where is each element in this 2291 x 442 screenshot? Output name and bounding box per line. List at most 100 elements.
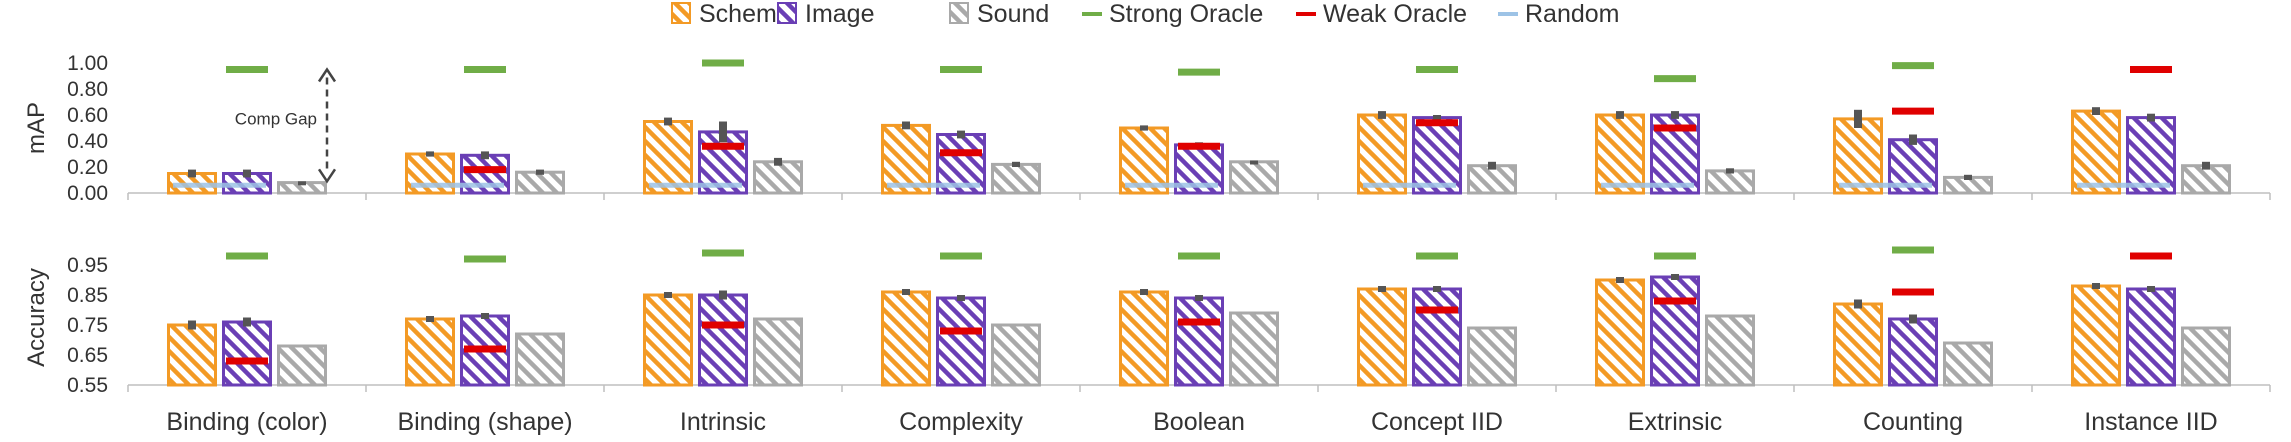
error-bar bbox=[1671, 111, 1679, 119]
x-category-label: Binding (color) bbox=[166, 408, 327, 436]
error-bar bbox=[1140, 289, 1148, 295]
bar-image bbox=[1888, 317, 1938, 387]
y-tick-label: 0.95 bbox=[67, 254, 108, 277]
error-bar bbox=[902, 289, 910, 295]
bar-image bbox=[222, 320, 272, 387]
error-bar bbox=[1854, 299, 1862, 309]
category-group bbox=[643, 249, 803, 387]
error-bar bbox=[243, 169, 251, 178]
bar-image bbox=[1650, 275, 1700, 387]
x-category-label: Complexity bbox=[899, 408, 1023, 436]
error-bar bbox=[536, 169, 544, 175]
legend-item: Weak Oracle bbox=[1296, 0, 1467, 28]
bar-image bbox=[2126, 116, 2176, 195]
comp-gap-arrow-head bbox=[317, 67, 337, 83]
legend-swatch bbox=[671, 2, 691, 24]
error-bar bbox=[664, 292, 672, 298]
bar-schema bbox=[1833, 117, 1883, 195]
y-tick-label: 1.00 bbox=[67, 52, 108, 75]
bar-schema bbox=[881, 290, 931, 387]
legend: Schema Image Sound Strong Oracle Weak Oracle… bbox=[671, 0, 1620, 28]
y-tick-label: 0.40 bbox=[67, 130, 108, 153]
bar-sound bbox=[1705, 169, 1755, 195]
category-group bbox=[1833, 246, 1993, 387]
error-bar bbox=[1378, 111, 1386, 119]
x-category-label: Counting bbox=[1863, 408, 1963, 436]
error-bar bbox=[1616, 277, 1624, 283]
legend-label: Sound bbox=[977, 0, 1049, 28]
error-bar bbox=[1964, 174, 1972, 180]
bar-image bbox=[1174, 296, 1224, 387]
x-category-label: Concept IID bbox=[1371, 408, 1503, 436]
legend-label: Weak Oracle bbox=[1323, 0, 1467, 28]
panels: mAP 0.00 0.20 0.40 0.60 0.80 1.00 Comp Gap Accur… bbox=[23, 52, 2271, 397]
bar-sound bbox=[1467, 164, 1517, 195]
y-tick-label: 0.80 bbox=[67, 78, 108, 101]
error-bar bbox=[1854, 109, 1862, 128]
error-bar bbox=[1195, 295, 1203, 301]
bar-sound bbox=[753, 317, 803, 387]
error-bar bbox=[481, 313, 489, 319]
error-bar bbox=[426, 316, 434, 322]
y-axis-label: mAP bbox=[23, 102, 50, 154]
error-bar bbox=[1726, 168, 1734, 174]
bar-image bbox=[2126, 287, 2176, 387]
bar-sound bbox=[1229, 160, 1279, 195]
category-group bbox=[1119, 252, 1279, 387]
bar-schema bbox=[1357, 287, 1407, 387]
bar-schema bbox=[405, 317, 455, 387]
error-bar bbox=[957, 295, 965, 301]
error-bar bbox=[1250, 160, 1258, 165]
error-bar bbox=[1909, 134, 1917, 145]
legend-item: Strong Oracle bbox=[1082, 0, 1263, 28]
bar-schema bbox=[1833, 302, 1883, 387]
error-bar bbox=[774, 157, 782, 166]
error-bar bbox=[902, 121, 910, 130]
error-bar bbox=[2092, 283, 2100, 289]
legend-label: Image bbox=[805, 0, 874, 28]
category-group bbox=[643, 59, 803, 195]
bar-sound bbox=[2181, 164, 2231, 195]
legend-item: Schema bbox=[671, 0, 791, 28]
bar-image bbox=[698, 293, 748, 387]
error-bar bbox=[719, 121, 727, 143]
bar-sound bbox=[1467, 326, 1517, 387]
bar-image bbox=[936, 296, 986, 387]
bar-schema bbox=[167, 323, 217, 387]
bar-sound bbox=[515, 170, 565, 195]
y-axis-label: Accuracy bbox=[23, 268, 50, 367]
bar-sound bbox=[1705, 314, 1755, 387]
legend-item: Random bbox=[1498, 0, 1620, 28]
category-group bbox=[167, 66, 327, 195]
bar-sound bbox=[991, 162, 1041, 195]
x-category-label: Instance IID bbox=[2084, 408, 2217, 436]
error-bar bbox=[1012, 161, 1020, 167]
error-bar bbox=[1140, 125, 1148, 131]
bar-sound bbox=[991, 323, 1041, 387]
y-tick-label: 0.60 bbox=[67, 104, 108, 127]
category-group bbox=[2071, 66, 2231, 195]
error-bar bbox=[188, 169, 196, 178]
bar-schema bbox=[1595, 278, 1645, 387]
bar-image bbox=[1412, 116, 1462, 195]
bar-schema bbox=[1595, 113, 1645, 195]
legend-swatch bbox=[777, 2, 797, 24]
bar-image bbox=[1412, 287, 1462, 387]
error-bar bbox=[719, 290, 727, 300]
comp-gap-annotation: Comp Gap bbox=[235, 67, 337, 184]
bar-schema bbox=[2071, 284, 2121, 387]
error-bar bbox=[243, 317, 251, 327]
category-group bbox=[1833, 62, 1993, 195]
legend-label: Schema bbox=[699, 0, 791, 28]
legend-swatch bbox=[949, 2, 969, 24]
bar-schema bbox=[643, 293, 693, 387]
error-bar bbox=[2092, 107, 2100, 115]
bar-sound bbox=[515, 332, 565, 387]
category-group bbox=[1119, 68, 1279, 195]
error-bar bbox=[1671, 274, 1679, 280]
comp-gap-label: Comp Gap bbox=[235, 109, 317, 128]
panel-map: mAP 0.00 0.20 0.40 0.60 0.80 1.00 Comp Gap bbox=[23, 52, 2271, 205]
error-bar bbox=[1488, 161, 1496, 170]
bar-sound bbox=[1229, 311, 1279, 387]
